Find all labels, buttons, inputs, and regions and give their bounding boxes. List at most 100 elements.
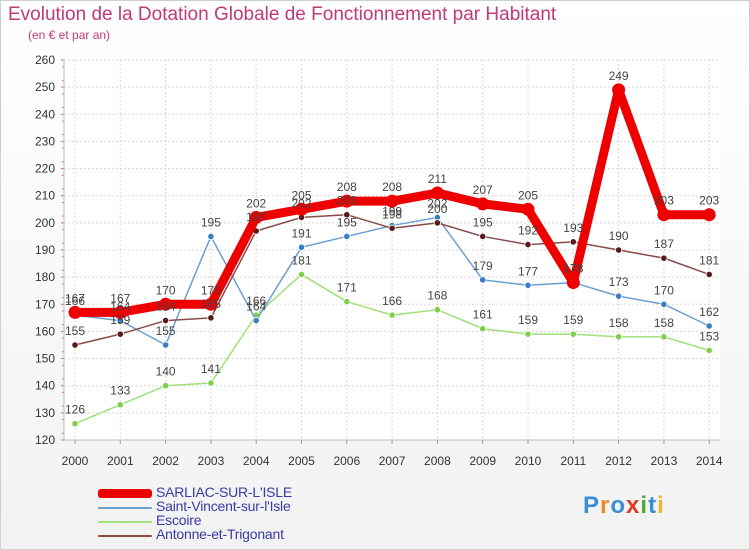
data-point-2 (207, 379, 215, 387)
data-label-1: 164 (110, 300, 130, 314)
data-label-3: 190 (609, 229, 629, 243)
data-point-3 (71, 341, 79, 349)
y-tick-label: 150 (35, 352, 55, 366)
data-label-2: 171 (337, 281, 357, 295)
x-tick-label: 2008 (424, 454, 451, 468)
data-point-3 (433, 219, 441, 227)
data-label-2: 168 (427, 289, 447, 303)
data-label-3: 155 (65, 324, 85, 338)
data-label-1: 178 (563, 262, 583, 276)
data-label-1: 166 (65, 294, 85, 308)
legend-label: Antonne-et-Trigonant (156, 526, 284, 542)
y-tick-label: 170 (35, 297, 55, 311)
data-label-3: 181 (699, 253, 719, 267)
data-point-3 (116, 330, 124, 338)
chart-title: Evolution de la Dotation Globale de Fonc… (8, 4, 557, 25)
data-point-0 (68, 305, 82, 319)
data-label-0: 167 (110, 291, 130, 305)
data-label-2: 161 (473, 308, 493, 322)
data-label-0: 205 (291, 188, 311, 202)
data-label-1: 199 (382, 205, 402, 219)
x-tick-label: 2012 (605, 454, 632, 468)
legend-swatch (98, 521, 152, 523)
y-tick-label: 230 (35, 134, 55, 148)
legend-swatch (98, 535, 152, 537)
data-point-0 (657, 208, 671, 222)
data-point-1 (614, 292, 623, 300)
y-tick-label: 260 (35, 53, 55, 67)
data-point-2 (614, 333, 623, 341)
logo-letter: x (626, 492, 641, 519)
x-tick-label: 2010 (515, 454, 542, 468)
data-point-0 (521, 202, 535, 216)
data-point-1 (297, 243, 306, 251)
data-label-3: 197 (246, 210, 266, 224)
data-label-0: 167 (65, 291, 85, 305)
x-tick-label: 2001 (107, 454, 134, 468)
y-tick-label: 140 (35, 379, 55, 393)
data-point-2 (524, 330, 532, 338)
legend-swatch (98, 489, 152, 498)
data-point-3 (207, 314, 215, 322)
x-tick-label: 2006 (333, 454, 360, 468)
data-label-0: 170 (201, 283, 221, 297)
data-label-2: 133 (110, 384, 130, 398)
logo-letter: P (583, 492, 601, 519)
logo-letter: o (610, 492, 627, 519)
data-point-1 (162, 341, 170, 349)
data-point-3 (343, 211, 351, 219)
data-label-2: 126 (65, 403, 85, 417)
data-point-1 (252, 316, 260, 325)
x-tick-label: 2014 (696, 454, 723, 468)
data-point-0 (476, 197, 490, 211)
data-label-2: 159 (563, 313, 583, 327)
data-label-3: 195 (473, 215, 493, 229)
data-label-0: 170 (156, 283, 176, 297)
data-point-1 (207, 232, 215, 241)
data-point-0 (702, 208, 716, 222)
data-point-3 (524, 240, 532, 249)
data-label-2: 181 (291, 253, 311, 267)
x-tick-label: 2000 (62, 454, 89, 468)
data-label-1: 195 (201, 215, 221, 229)
data-label-3: 164 (156, 300, 176, 314)
data-label-3: 202 (291, 196, 311, 210)
data-point-2 (479, 325, 487, 333)
data-label-3: 193 (563, 221, 583, 235)
data-point-0 (159, 297, 173, 311)
data-point-0 (566, 276, 580, 290)
data-label-0: 208 (382, 180, 402, 194)
data-label-0: 203 (699, 194, 719, 208)
data-label-2: 153 (699, 329, 719, 343)
data-label-3: 198 (382, 207, 402, 221)
data-label-3: 203 (337, 194, 357, 208)
data-label-2: 158 (609, 316, 629, 330)
x-tick-label: 2002 (152, 454, 179, 468)
x-tick-label: 2003 (198, 454, 225, 468)
data-label-0: 211 (428, 172, 447, 186)
y-tick-label: 190 (35, 243, 55, 257)
data-point-1 (660, 300, 668, 308)
data-label-1: 179 (473, 259, 493, 273)
data-point-3 (479, 232, 487, 241)
legend-item-antonne: Antonne-et-Trigonant (98, 526, 398, 542)
data-label-2: 166 (382, 294, 402, 308)
data-point-3 (660, 254, 668, 262)
y-tick-label: 160 (35, 324, 55, 338)
data-label-3: 192 (518, 224, 538, 238)
data-point-1 (343, 232, 351, 241)
data-label-1: 155 (156, 324, 176, 338)
data-label-0: 205 (518, 188, 538, 202)
data-label-0: 249 (609, 69, 629, 83)
data-point-0 (430, 186, 444, 200)
data-label-0: 203 (654, 194, 674, 208)
data-point-3 (569, 238, 577, 246)
y-tick-label: 240 (35, 107, 55, 121)
logo-letter: i (640, 492, 649, 519)
data-point-2 (388, 311, 396, 319)
data-point-2 (116, 401, 124, 409)
x-tick-label: 2013 (651, 454, 678, 468)
logo-letter: t (648, 492, 658, 519)
data-point-3 (388, 224, 396, 232)
x-tick-label: 2005 (288, 454, 315, 468)
